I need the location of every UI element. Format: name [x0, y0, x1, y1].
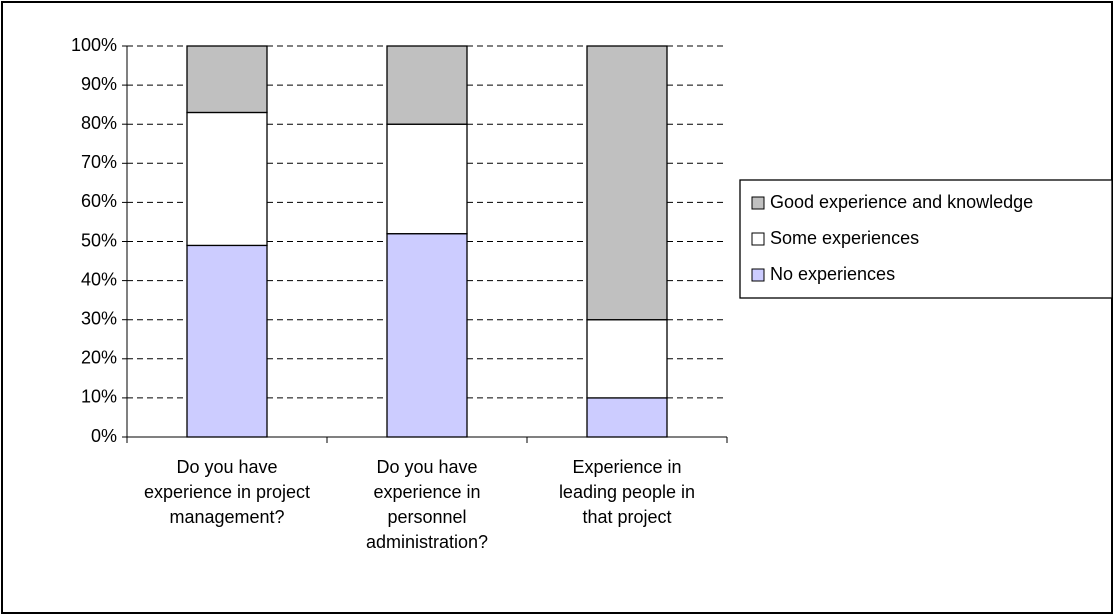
y-tick-label: 40%: [81, 269, 117, 289]
legend-swatch: [751, 232, 765, 246]
legend-swatch: [751, 196, 765, 210]
bar-segment: [386, 123, 468, 235]
y-tick-label: 90%: [81, 74, 117, 94]
legend-box: [739, 179, 1113, 299]
bar-segment: [386, 45, 468, 125]
y-tick-label: 50%: [81, 230, 117, 250]
bar-segment: [586, 45, 668, 321]
y-tick-label: 20%: [81, 348, 117, 368]
bar-segment: [586, 397, 668, 438]
legend-swatch: [751, 268, 765, 282]
bar-segment: [186, 45, 268, 114]
y-tick-label: 30%: [81, 308, 117, 328]
y-tick-label: 10%: [81, 387, 117, 407]
bar-segment: [186, 244, 268, 438]
y-tick-label: 100%: [71, 35, 117, 55]
x-tick-label: Experience in leading people in that pro…: [558, 457, 696, 527]
y-tick-label: 60%: [81, 191, 117, 211]
bar-segment: [586, 319, 668, 399]
y-tick-label: 70%: [81, 152, 117, 172]
legend-label: Some experiences: [770, 228, 919, 248]
legend-label: Good experience and knowledge: [770, 192, 1033, 212]
x-tick-label: Do you have experience in personnel admi…: [365, 457, 489, 552]
legend-label: No experiences: [770, 264, 895, 284]
bar-segment: [386, 233, 468, 438]
x-tick-label: Do you have experience in project manage…: [143, 457, 311, 527]
y-tick-label: 0%: [91, 426, 117, 446]
bar-segment: [186, 111, 268, 247]
y-tick-label: 80%: [81, 113, 117, 133]
